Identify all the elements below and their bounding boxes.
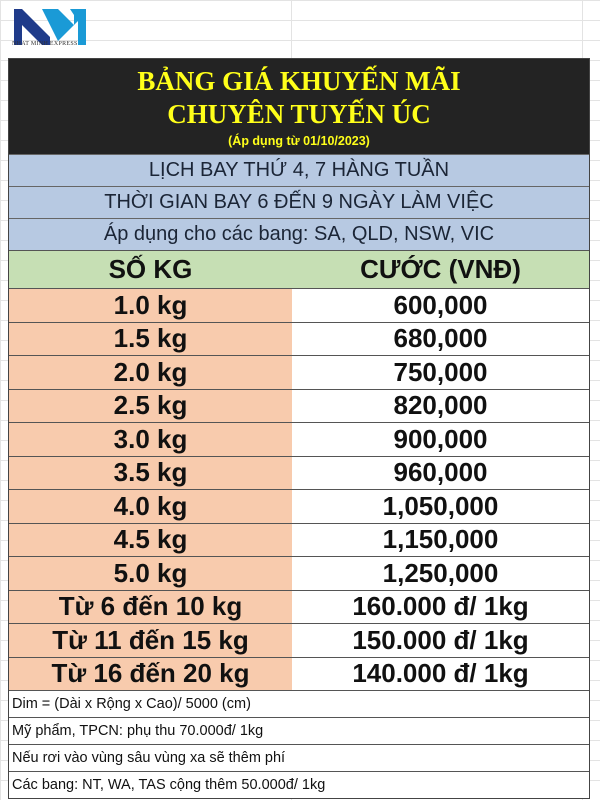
note-row: Nếu rơi vào vùng sâu vùng xa sẽ thêm phí (9, 744, 589, 771)
header-weight: SỐ KG (108, 254, 193, 284)
info-states: Áp dụng cho các bang: SA, QLD, NSW, VIC (9, 218, 589, 250)
price-cell: 960,000 (393, 457, 488, 488)
weight-cell: 4.5 kg (9, 523, 292, 556)
table-row: Từ 11 đến 15 kg 150.000 đ/ 1kg (9, 623, 589, 657)
title-line-1: BẢNG GIÁ KHUYẾN MÃI (137, 66, 461, 96)
weight-cell: Từ 11 đến 15 kg (9, 624, 292, 657)
info-schedule: LỊCH BAY THỨ 4, 7 HÀNG TUẦN (9, 154, 589, 186)
weight-cell: 1.0 kg (9, 289, 292, 322)
weight-cell: 4.0 kg (9, 490, 292, 523)
table-row: 4.5 kg 1,150,000 (9, 522, 589, 556)
weight-cell: 3.5 kg (9, 456, 292, 489)
table-header: SỐ KG CƯỚC (VNĐ) (9, 250, 589, 288)
price-cell: 1,150,000 (382, 524, 499, 555)
weight-cell: 2.5 kg (9, 389, 292, 422)
header-price: CƯỚC (VNĐ) (360, 254, 521, 284)
price-cell: 160.000 đ/ 1kg (352, 591, 529, 622)
price-cell: 900,000 (393, 423, 488, 454)
price-cell: 1,050,000 (382, 490, 499, 521)
price-cell: 680,000 (393, 323, 488, 354)
weight-cell: Từ 16 đến 20 kg (9, 657, 292, 690)
title-block: BẢNG GIÁ KHUYẾN MÃI CHUYÊN TUYẾN ÚC (Áp … (9, 59, 589, 154)
logo-text: NHAT MINH EXPRESS (12, 41, 78, 47)
table-row: 1.5 kg 680,000 (9, 321, 589, 355)
table-row: 4.0 kg 1,050,000 (9, 489, 589, 523)
table-row: 5.0 kg 1,250,000 (9, 556, 589, 590)
price-cell: 820,000 (393, 390, 488, 421)
note-row: Các bang: NT, WA, TAS cộng thêm 50.000đ/… (9, 771, 589, 798)
price-cell: 600,000 (393, 289, 488, 320)
price-cell: 750,000 (393, 356, 488, 387)
price-table: BẢNG GIÁ KHUYẾN MÃI CHUYÊN TUYẾN ÚC (Áp … (8, 58, 590, 799)
nhat-minh-logo (14, 9, 86, 45)
note-row: Mỹ phẩm, TPCN: phụ thu 70.000đ/ 1kg (9, 717, 589, 744)
weight-cell: 5.0 kg (9, 557, 292, 590)
info-flight-time: THỜI GIAN BAY 6 ĐẾN 9 NGÀY LÀM VIỆC (9, 186, 589, 218)
note-row: Dim = (Dài x Rộng x Cao)/ 5000 (cm) (9, 690, 589, 717)
weight-cell: 2.0 kg (9, 356, 292, 389)
price-cell: 140.000 đ/ 1kg (352, 658, 529, 689)
table-row: 3.5 kg 960,000 (9, 455, 589, 489)
weight-cell: 1.5 kg (9, 322, 292, 355)
table-row: 1.0 kg 600,000 (9, 288, 589, 322)
table-row: 2.5 kg 820,000 (9, 388, 589, 422)
subtitle: (Áp dụng từ 01/10/2023) (228, 134, 370, 148)
title-line-2: CHUYÊN TUYẾN ÚC (167, 99, 431, 129)
table-row: 2.0 kg 750,000 (9, 355, 589, 389)
price-cell: 150.000 đ/ 1kg (352, 624, 529, 655)
table-row: Từ 16 đến 20 kg 140.000 đ/ 1kg (9, 656, 589, 690)
table-row: Từ 6 đến 10 kg 160.000 đ/ 1kg (9, 589, 589, 623)
weight-cell: 3.0 kg (9, 423, 292, 456)
price-cell: 1,250,000 (382, 557, 499, 588)
weight-cell: Từ 6 đến 10 kg (9, 590, 292, 623)
table-row: 3.0 kg 900,000 (9, 422, 589, 456)
